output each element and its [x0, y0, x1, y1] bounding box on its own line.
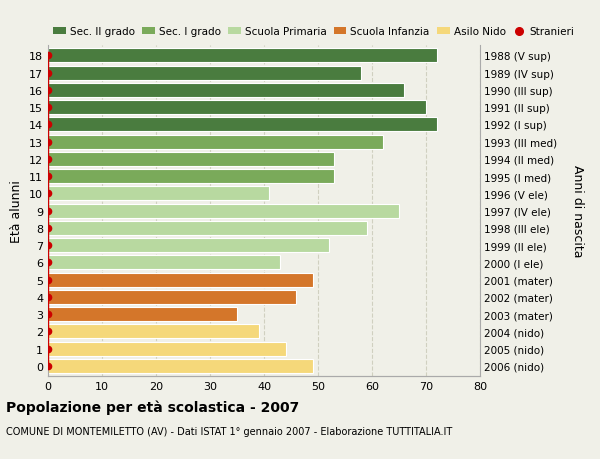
Legend: Sec. II grado, Sec. I grado, Scuola Primaria, Scuola Infanzia, Asilo Nido, Stran: Sec. II grado, Sec. I grado, Scuola Prim…: [53, 28, 575, 37]
Bar: [48, 308, 237, 321]
Bar: [48, 84, 404, 97]
Bar: [48, 204, 399, 218]
Bar: [48, 342, 286, 356]
Bar: [48, 290, 296, 304]
Y-axis label: Anni di nascita: Anni di nascita: [571, 165, 584, 257]
Bar: [48, 239, 329, 252]
Bar: [48, 67, 361, 80]
Y-axis label: Età alunni: Età alunni: [10, 180, 23, 242]
Bar: [48, 170, 334, 184]
Bar: [48, 325, 259, 339]
Text: COMUNE DI MONTEMILETTO (AV) - Dati ISTAT 1° gennaio 2007 - Elaborazione TUTTITAL: COMUNE DI MONTEMILETTO (AV) - Dati ISTAT…: [6, 426, 452, 436]
Bar: [48, 118, 437, 132]
Bar: [48, 256, 280, 270]
Bar: [48, 187, 269, 201]
Bar: [48, 359, 313, 373]
Bar: [48, 222, 367, 235]
Bar: [48, 101, 426, 115]
Bar: [48, 135, 383, 149]
Bar: [48, 152, 334, 166]
Bar: [48, 49, 437, 63]
Text: Popolazione per età scolastica - 2007: Popolazione per età scolastica - 2007: [6, 399, 299, 414]
Bar: [48, 273, 313, 287]
